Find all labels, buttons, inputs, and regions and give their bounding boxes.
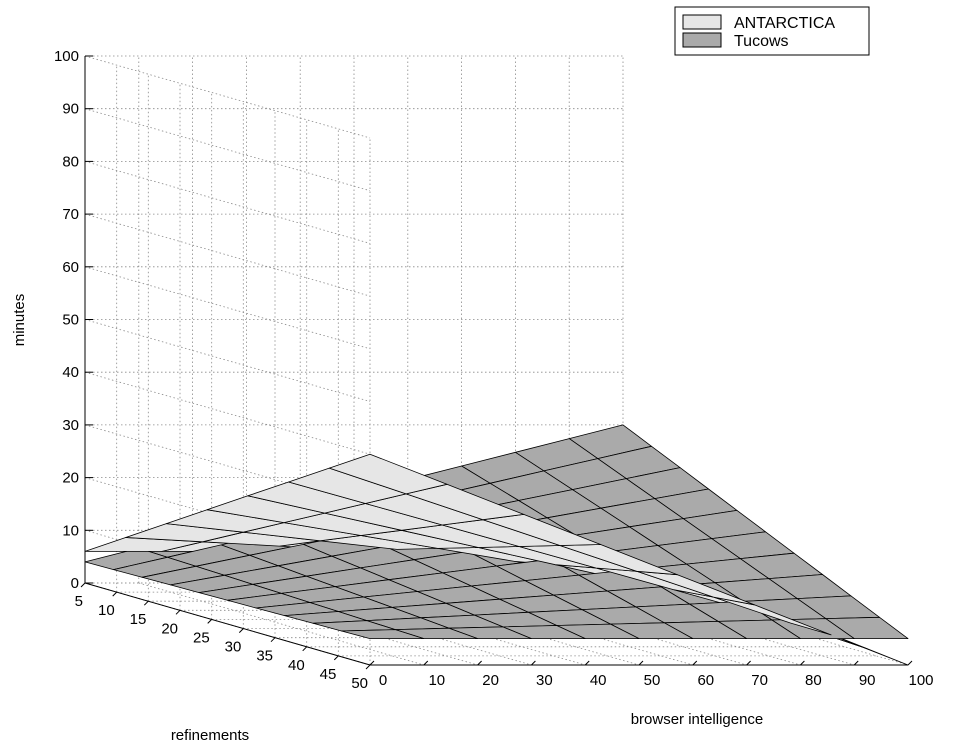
- z-tick-label: 100: [54, 48, 79, 65]
- legend-swatch-tucows: [682, 32, 722, 48]
- y-tick-label: 20: [161, 620, 178, 637]
- x-tick-label: 0: [379, 672, 387, 689]
- y-tick-mark: [143, 600, 149, 606]
- y-tick-mark: [365, 664, 371, 670]
- surface-layer: [84, 424, 909, 666]
- y-tick-mark: [112, 591, 118, 597]
- x-tick-label: 70: [751, 672, 768, 689]
- grid-line-left-wall-z: [84, 213, 371, 297]
- z-tick-label: 10: [62, 522, 79, 539]
- surface-patch-antarctica: [328, 453, 448, 495]
- z-tick-label: 30: [62, 417, 79, 434]
- x-tick-mark: [907, 660, 913, 666]
- legend: ANTARCTICA Tucows: [674, 6, 870, 56]
- y-tick-label: 5: [75, 593, 83, 610]
- z-tick-label: 60: [62, 259, 79, 276]
- x-tick-mark: [800, 660, 805, 666]
- x-tick-label: 10: [428, 672, 445, 689]
- legend-label-tucows: Tucows: [734, 33, 789, 50]
- grid-line-left-wall-z: [84, 161, 371, 244]
- axis-layer: 0102030405060708090100510152025303540455…: [54, 48, 934, 692]
- z-tick-label: 80: [62, 153, 79, 170]
- x-tick-label: 100: [908, 672, 933, 689]
- z-tick-label: 50: [62, 312, 79, 329]
- surface-patch-tucows: [341, 629, 425, 639]
- y-tick-label: 15: [130, 611, 147, 628]
- z-tick-label: 20: [62, 470, 79, 487]
- x-axis-label: browser intelligence: [631, 711, 764, 728]
- y-tick-label: 30: [225, 639, 242, 656]
- grid-line-left-wall-z: [84, 55, 371, 139]
- x-tick-mark: [746, 660, 751, 666]
- x-tick-label: 50: [644, 672, 661, 689]
- x-tick-mark: [369, 660, 375, 666]
- y-tick-mark: [270, 637, 276, 643]
- y-tick-mark: [175, 609, 181, 615]
- x-tick-mark: [638, 660, 644, 666]
- y-tick-mark: [80, 582, 86, 588]
- x-tick-label: 90: [859, 672, 876, 689]
- y-tick-mark: [238, 628, 244, 633]
- z-tick-label: 70: [62, 206, 79, 223]
- z-tick-label: 40: [62, 364, 79, 381]
- y-tick-label: 45: [320, 666, 337, 683]
- grid-line-left-wall-z: [84, 424, 371, 508]
- grid-line-left-wall-z: [84, 371, 371, 455]
- x-tick-mark: [423, 660, 429, 666]
- grid-line-left-wall-z: [84, 319, 371, 402]
- y-tick-mark: [333, 655, 339, 661]
- legend-swatch-antarctica: [682, 14, 722, 30]
- z-tick-label: 90: [62, 101, 79, 118]
- x-tick-mark: [477, 660, 482, 666]
- z-axis-label: minutes: [11, 294, 28, 347]
- z-tick-label: 0: [71, 575, 79, 592]
- x-tick-mark: [584, 660, 590, 666]
- grid-line-left-wall-z: [84, 266, 371, 350]
- x-tick-label: 60: [697, 672, 714, 689]
- y-tick-label: 40: [288, 657, 305, 674]
- x-tick-mark: [853, 660, 859, 666]
- legend-label-antarctica: ANTARCTICA: [734, 15, 835, 32]
- x-tick-mark: [531, 660, 536, 666]
- x-tick-label: 80: [805, 672, 822, 689]
- x-tick-label: 40: [590, 672, 607, 689]
- x-tick-label: 20: [482, 672, 499, 689]
- y-tick-mark: [302, 646, 308, 652]
- x-tick-mark: [692, 660, 698, 666]
- y-axis-line: [84, 582, 371, 666]
- y-tick-mark: [207, 619, 213, 624]
- y-tick-label: 10: [98, 602, 115, 619]
- y-axis-label: refinements: [171, 727, 249, 744]
- grid-line-floor-x: [138, 582, 424, 666]
- y-tick-label: 25: [193, 629, 210, 646]
- grid-line-left-wall-z: [84, 108, 371, 192]
- y-tick-label: 50: [351, 675, 368, 692]
- y-tick-label: 35: [256, 648, 273, 665]
- x-tick-label: 30: [536, 672, 553, 689]
